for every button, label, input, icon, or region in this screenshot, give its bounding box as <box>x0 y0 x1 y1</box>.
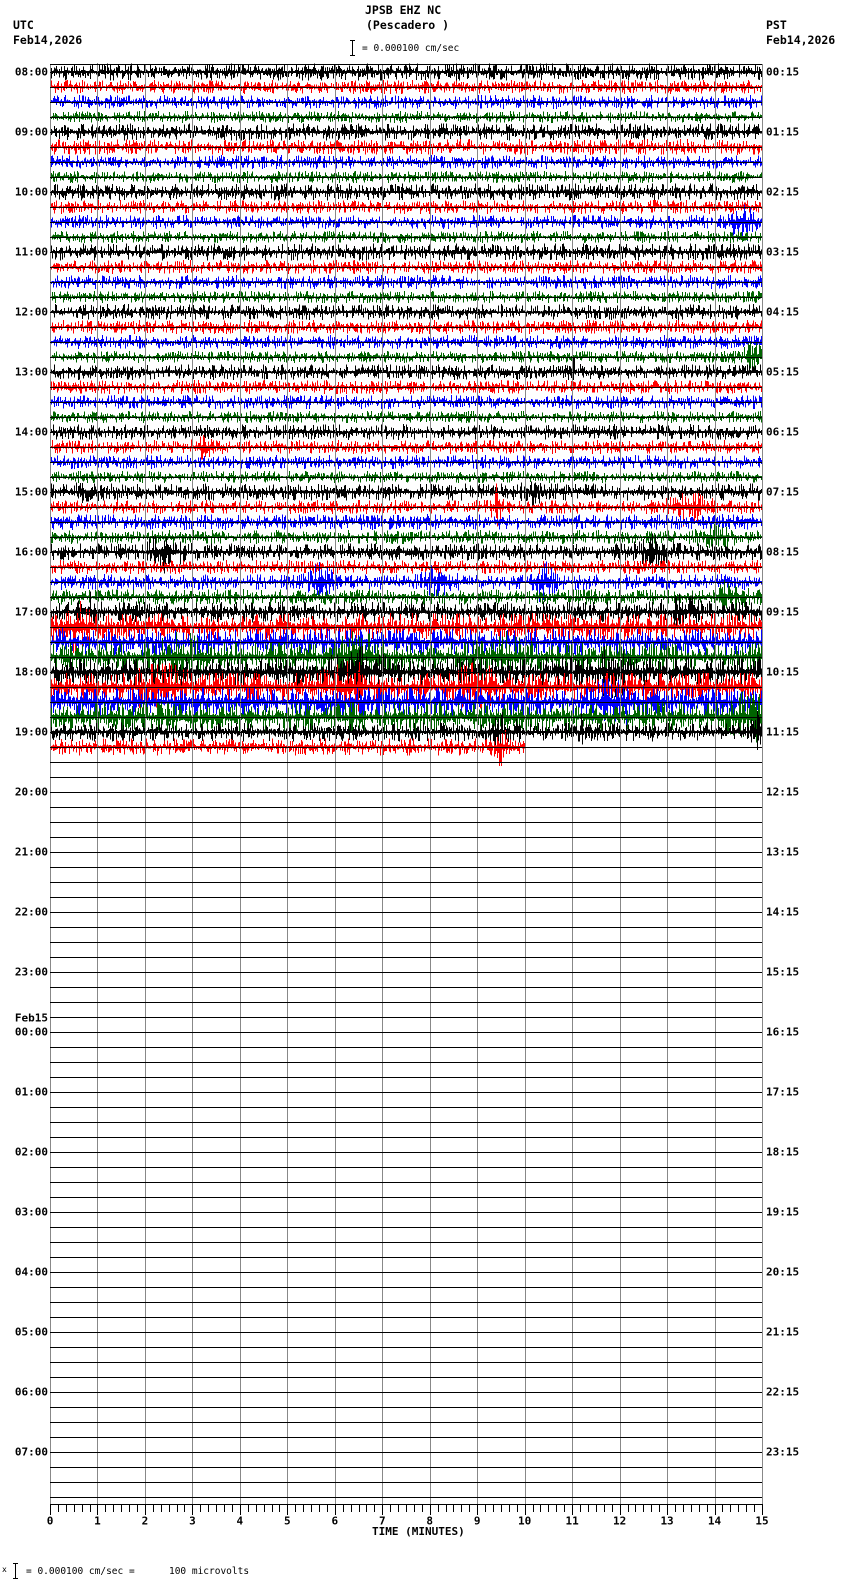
utc-hour-label: 12:00 <box>14 305 48 319</box>
utc-hour-label: 21:00 <box>14 845 48 859</box>
pst-hour-label: 01:15 <box>766 125 800 139</box>
utc-hour-label: 05:00 <box>14 1325 48 1339</box>
time-axis <box>50 1504 763 1515</box>
utc-hour-label: 11:00 <box>14 245 48 259</box>
left-timezone: UTC <box>13 18 34 32</box>
utc-hour-label: 16:00 <box>14 545 48 559</box>
seismogram-trace <box>50 183 762 201</box>
x-tick-label: 6 <box>331 1514 339 1528</box>
pst-hour-label: 16:15 <box>766 1025 800 1039</box>
x-tick-label: 15 <box>755 1514 769 1528</box>
x-tick-label: 9 <box>473 1514 481 1528</box>
station-location: (Pescadero ) <box>366 18 450 32</box>
pst-hour-label: 18:15 <box>766 1145 800 1159</box>
utc-hour-label: 03:00 <box>14 1205 48 1219</box>
pst-hour-label: 22:15 <box>766 1385 800 1399</box>
scale-text: = 0.000100 cm/sec <box>362 43 460 54</box>
right-date: Feb14,2026 <box>766 33 836 47</box>
date-change-label: Feb15 <box>14 1011 48 1025</box>
x-axis-label: TIME (MINUTES) <box>372 1525 465 1538</box>
pst-hour-label: 02:15 <box>766 185 800 199</box>
seismogram-trace <box>50 260 762 274</box>
utc-hour-label: 00:00 <box>14 1025 48 1039</box>
pst-hour-label: 13:15 <box>766 845 800 859</box>
scale-bar-icon <box>350 40 355 56</box>
pst-hour-label: 09:15 <box>766 605 800 619</box>
x-tick-label: 11 <box>565 1514 579 1528</box>
pst-hour-label: 12:15 <box>766 785 800 799</box>
footer-scale-text: = 0.000100 cm/sec = 100 microvolts <box>26 1566 250 1577</box>
utc-hour-label: 06:00 <box>14 1385 48 1399</box>
pst-hour-label: 15:15 <box>766 965 800 979</box>
seismogram-trace <box>50 304 762 320</box>
pst-hour-label: 21:15 <box>766 1325 800 1339</box>
utc-hour-label: 04:00 <box>14 1265 48 1279</box>
pst-hour-label: 07:15 <box>766 485 800 499</box>
seismogram-trace <box>50 335 762 349</box>
x-tick-label: 0 <box>46 1514 54 1528</box>
utc-hour-label: 23:00 <box>14 965 48 979</box>
x-tick-label: 12 <box>612 1514 627 1528</box>
utc-hour-label: 10:00 <box>14 185 48 199</box>
utc-hour-label: 09:00 <box>14 125 48 139</box>
footer-scale-bar-icon <box>13 1563 18 1579</box>
utc-hour-label: 22:00 <box>14 905 48 919</box>
utc-hour-label: 13:00 <box>14 365 48 379</box>
pst-hour-label: 14:15 <box>766 905 800 919</box>
pst-hour-label: 03:15 <box>766 245 800 259</box>
utc-hour-label: 20:00 <box>14 785 48 799</box>
x-tick-label: 7 <box>378 1514 386 1528</box>
utc-hour-label: 15:00 <box>14 485 48 499</box>
pst-hour-label: 08:15 <box>766 545 800 559</box>
utc-hour-label: 07:00 <box>14 1445 48 1459</box>
row-baselines <box>50 64 762 1498</box>
utc-hour-label: 18:00 <box>14 665 48 679</box>
utc-hour-label: 02:00 <box>14 1145 48 1159</box>
pst-hour-label: 05:15 <box>766 365 800 379</box>
utc-hour-label: 01:00 <box>14 1085 48 1099</box>
left-date: Feb14,2026 <box>13 33 83 47</box>
x-tick-label: 2 <box>141 1514 149 1528</box>
x-tick-label: 10 <box>518 1514 532 1528</box>
utc-hour-label: 19:00 <box>14 725 48 739</box>
footer-prefix: x <box>2 1565 7 1574</box>
station-title: JPSB EHZ NC <box>365 3 442 17</box>
pst-hour-label: 23:15 <box>766 1445 800 1459</box>
seismogram-trace <box>50 80 762 94</box>
utc-hour-label: 17:00 <box>14 605 48 619</box>
pst-hour-label: 04:15 <box>766 305 800 319</box>
pst-hour-label: 00:15 <box>766 65 800 79</box>
seismogram-traces <box>50 63 762 766</box>
vertical-gridlines <box>50 64 763 1504</box>
utc-hour-label: 08:00 <box>14 65 48 79</box>
pst-hour-label: 19:15 <box>766 1205 800 1219</box>
x-tick-label: 5 <box>284 1514 291 1528</box>
x-tick-label: 14 <box>707 1514 722 1528</box>
x-tick-label: 13 <box>660 1514 674 1528</box>
right-timezone: PST <box>766 18 787 32</box>
x-tick-label: 4 <box>236 1514 244 1528</box>
pst-hour-label: 17:15 <box>766 1085 800 1099</box>
utc-hour-label: 14:00 <box>14 425 48 439</box>
pst-hour-label: 20:15 <box>766 1265 800 1279</box>
pst-hour-label: 06:15 <box>766 425 800 439</box>
x-tick-label: 8 <box>426 1514 434 1528</box>
pst-hour-label: 10:15 <box>766 665 800 679</box>
x-tick-label: 1 <box>94 1514 101 1528</box>
x-tick-label: 3 <box>189 1514 196 1528</box>
pst-hour-label: 11:15 <box>766 725 800 739</box>
